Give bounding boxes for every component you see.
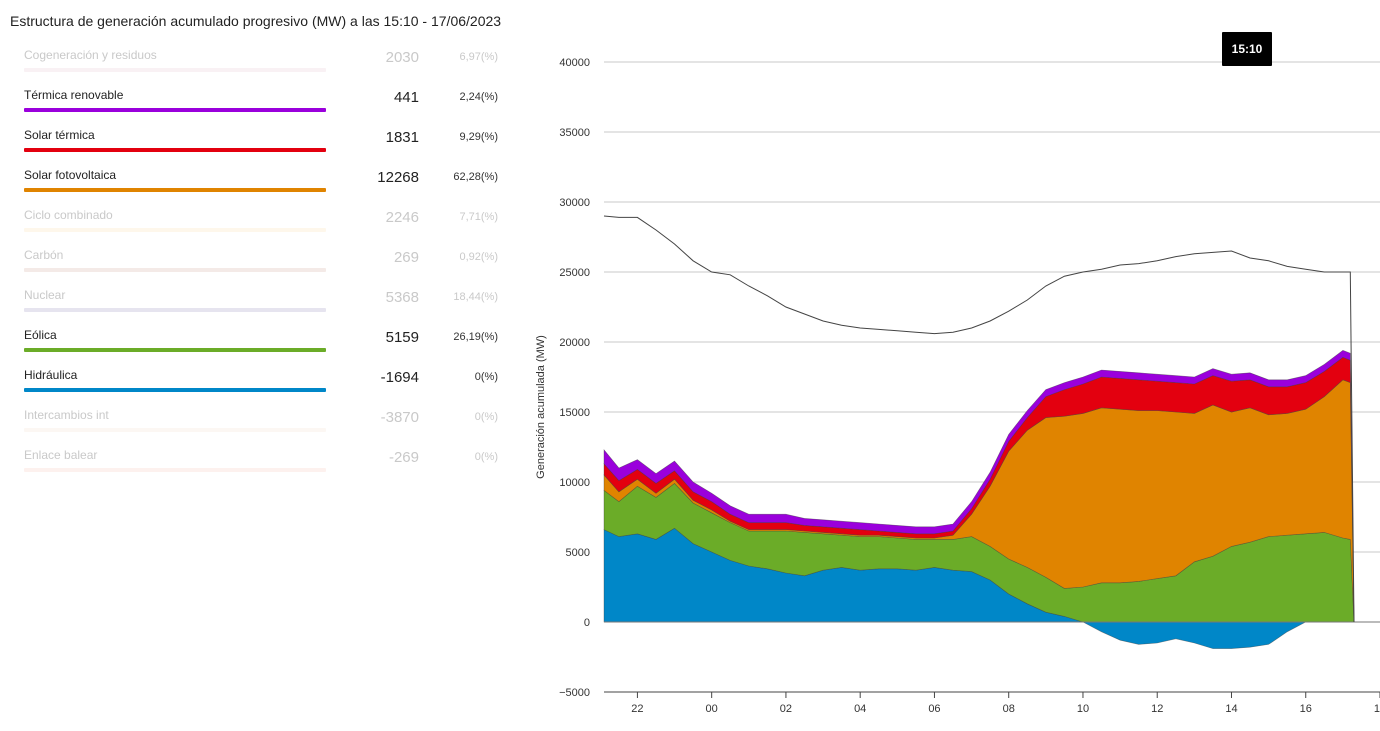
x-tick-label: 08	[1003, 703, 1015, 715]
legend-value: 5159	[385, 329, 419, 346]
legend-item-hidraulica[interactable]: Hidráulica -1694 0(%)	[24, 364, 514, 404]
legend-item-nuclear[interactable]: Nuclear 5368 18,44(%)	[24, 284, 514, 324]
legend-color-bar	[24, 428, 326, 432]
legend-item-solar-termica[interactable]: Solar térmica 1831 9,29(%)	[24, 124, 514, 164]
x-tick-label: 14	[1225, 703, 1237, 715]
legend-label: Solar fotovoltaica	[24, 168, 117, 182]
legend-percent: 62,28(%)	[453, 171, 498, 183]
y-tick-label: 25000	[559, 267, 590, 279]
page-title: Estructura de generación acumulado progr…	[10, 13, 502, 29]
legend-color-bar	[24, 268, 326, 272]
y-tick-label: 0	[584, 617, 590, 629]
legend-label: Térmica renovable	[24, 88, 124, 102]
legend-label: Carbón	[24, 248, 64, 262]
legend-item-termica-renovable[interactable]: Térmica renovable 441 2,24(%)	[24, 84, 514, 124]
x-tick-label: 16	[1300, 703, 1312, 715]
legend-item-carbon[interactable]: Carbón 269 0,92(%)	[24, 244, 514, 284]
legend-color-bar	[24, 388, 326, 392]
legend-color-bar	[24, 108, 326, 112]
legend-color-bar	[24, 228, 326, 232]
legend-value: 2246	[385, 209, 419, 226]
legend-value: 269	[393, 249, 419, 266]
y-tick-label: 5000	[566, 547, 590, 559]
legend-color-bar	[24, 348, 326, 352]
legend-item-cogeneracion-y-residuos[interactable]: Cogeneración y residuos 2030 6,97(%)	[24, 44, 514, 84]
legend-percent: 9,29(%)	[459, 131, 498, 143]
legend-percent: 18,44(%)	[453, 291, 498, 303]
y-tick-label: 20000	[559, 337, 590, 349]
legend-percent: 0(%)	[474, 451, 498, 463]
legend-label: Intercambios int	[24, 408, 109, 422]
y-tick-label: 35000	[559, 127, 590, 139]
legend-percent: 2,24(%)	[459, 91, 498, 103]
legend-value: -1694	[380, 369, 419, 386]
legend-value: 441	[393, 89, 419, 106]
y-tick-label: −5000	[559, 687, 590, 699]
x-tick-label: 06	[928, 703, 940, 715]
legend-label: Solar térmica	[24, 128, 95, 142]
legend-percent: 6,97(%)	[459, 51, 498, 63]
legend-value: -3870	[380, 409, 419, 426]
legend-color-bar	[24, 308, 326, 312]
y-tick-label: 15000	[559, 407, 590, 419]
y-tick-label: 30000	[559, 197, 590, 209]
legend: Cogeneración y residuos 2030 6,97(%) Térmic…	[24, 44, 514, 484]
legend-item-intercambios-int[interactable]: Intercambios int -3870 0(%)	[24, 404, 514, 444]
legend-color-bar	[24, 148, 326, 152]
legend-label: Hidráulica	[24, 368, 78, 382]
legend-percent: 0,92(%)	[459, 251, 498, 263]
legend-label: Enlace balear	[24, 448, 98, 462]
legend-percent: 7,71(%)	[459, 211, 498, 223]
legend-color-bar	[24, 68, 326, 72]
demand-line	[603, 215, 1355, 623]
x-tick-label: 22	[631, 703, 643, 715]
legend-value: 1831	[385, 129, 419, 146]
legend-value: 12268	[377, 169, 419, 186]
x-tick-label: 10	[1077, 703, 1089, 715]
legend-value: -269	[388, 449, 419, 466]
legend-label: Eólica	[24, 328, 57, 342]
x-tick-label: 18	[1374, 703, 1380, 715]
legend-item-enlace-balear[interactable]: Enlace balear -269 0(%)	[24, 444, 514, 484]
legend-item-solar-fotovoltaica[interactable]: Solar fotovoltaica 12268 62,28(%)	[24, 164, 514, 204]
legend-value: 5368	[385, 289, 419, 306]
x-tick-label: 12	[1151, 703, 1163, 715]
time-tooltip: 15:10	[1222, 32, 1272, 66]
legend-percent: 0(%)	[474, 371, 498, 383]
x-tick-label: 04	[854, 703, 866, 715]
y-tick-label: 10000	[559, 477, 590, 489]
x-tick-label: 00	[706, 703, 718, 715]
legend-percent: 26,19(%)	[453, 331, 498, 343]
legend-color-bar	[24, 468, 326, 472]
legend-label: Nuclear	[24, 288, 66, 302]
y-tick-label: 40000	[559, 57, 590, 69]
x-tick-label: 02	[780, 703, 792, 715]
legend-item-eolica[interactable]: Eólica 5159 26,19(%)	[24, 324, 514, 364]
y-axis-label: Generación acumulada (MW)	[535, 335, 547, 479]
legend-color-bar	[24, 188, 326, 192]
legend-label: Ciclo combinado	[24, 208, 113, 222]
legend-item-ciclo-combinado[interactable]: Ciclo combinado 2246 7,71(%)	[24, 204, 514, 244]
legend-value: 2030	[385, 49, 419, 66]
legend-percent: 0(%)	[474, 411, 498, 423]
legend-label: Cogeneración y residuos	[24, 48, 157, 62]
